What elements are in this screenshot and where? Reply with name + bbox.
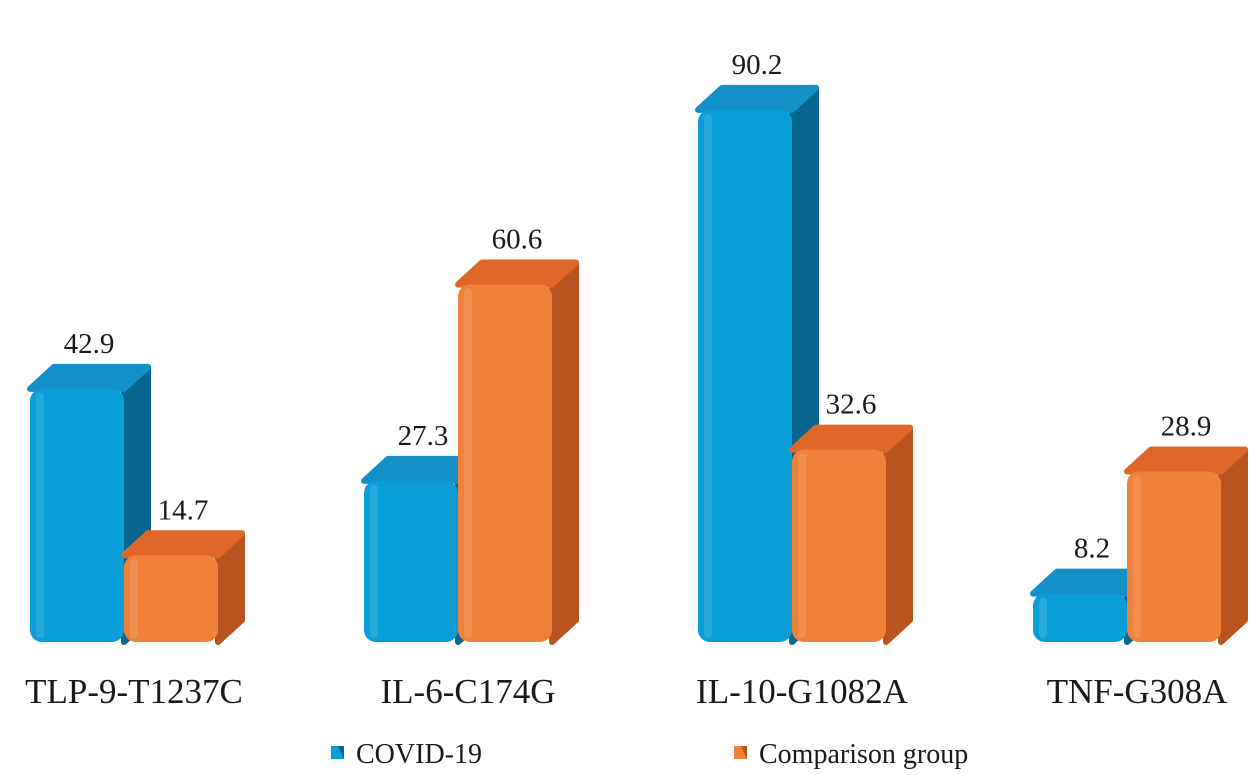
legend-item-comparison: Comparison group [734, 739, 968, 770]
bar-front-comparison-2 [792, 449, 886, 642]
data-label-covid-3: 8.2 [1074, 533, 1110, 565]
data-label-covid-0: 42.9 [64, 328, 115, 360]
legend-label-covid: COVID-19 [356, 739, 482, 770]
bar-front-comparison-3 [1127, 471, 1221, 642]
bar-front-covid-2 [698, 109, 792, 642]
x-axis-ticks: TLP-9-T1237C IL-6-C174G IL-10-G1082A TNF-G3… [25, 672, 1228, 711]
data-label-comparison-0: 14.7 [158, 494, 209, 526]
data-label-covid-1: 27.3 [398, 420, 449, 452]
bar-side-comparison-1 [549, 259, 579, 645]
bar-highlight-covid-0 [36, 392, 44, 638]
bar-top-comparison-3 [1124, 446, 1248, 475]
bar-highlight-comparison-2 [798, 453, 806, 638]
bar-top-covid-0 [27, 363, 151, 392]
bar-top-comparison-0 [121, 530, 245, 559]
bar-top-covid-2 [695, 84, 819, 113]
bar-side-comparison-2 [883, 424, 913, 645]
bar-highlight-comparison-3 [1133, 475, 1141, 638]
legend-item-covid: COVID-19 [331, 739, 482, 770]
legend-swatch-covid-side [338, 746, 344, 759]
bars-layer [27, 84, 1248, 645]
bar-front-comparison-1 [458, 284, 552, 642]
data-labels-layer: 42.9 14.7 27.3 60.6 90.2 32.6 8.2 28.9 [64, 49, 1212, 565]
bar-comparison-2 [789, 424, 913, 645]
data-label-comparison-2: 32.6 [826, 389, 877, 421]
bar-front-covid-3 [1033, 593, 1127, 642]
data-label-covid-2: 90.2 [732, 49, 783, 81]
data-label-comparison-3: 28.9 [1161, 410, 1212, 442]
x-tick-label-1: IL-6-C174G [381, 672, 556, 711]
x-tick-label-3: TNF-G308A [1047, 672, 1229, 711]
bar-top-comparison-2 [789, 424, 913, 453]
bar-front-comparison-0 [124, 555, 218, 642]
bar-comparison-1 [455, 259, 579, 645]
bar-front-covid-1 [364, 480, 458, 642]
bar-side-comparison-3 [1218, 446, 1248, 645]
bar-highlight-covid-3 [1039, 597, 1047, 638]
legend-label-comparison: Comparison group [759, 739, 968, 770]
bar-comparison-0 [121, 530, 245, 645]
bar-highlight-comparison-1 [464, 288, 472, 638]
legend-swatch-comparison-side [741, 746, 747, 759]
data-label-comparison-1: 60.6 [492, 223, 543, 255]
bar-top-comparison-1 [455, 259, 579, 288]
legend: COVID-19 Comparison group [331, 739, 968, 770]
x-tick-label-0: TLP-9-T1237C [25, 672, 243, 711]
bar-front-covid-0 [30, 388, 124, 642]
bar-highlight-covid-2 [704, 113, 712, 638]
bar-highlight-covid-1 [370, 484, 378, 638]
bar-highlight-comparison-0 [130, 559, 138, 638]
bar-comparison-3 [1124, 446, 1248, 645]
x-tick-label-2: IL-10-G1082A [696, 672, 909, 711]
